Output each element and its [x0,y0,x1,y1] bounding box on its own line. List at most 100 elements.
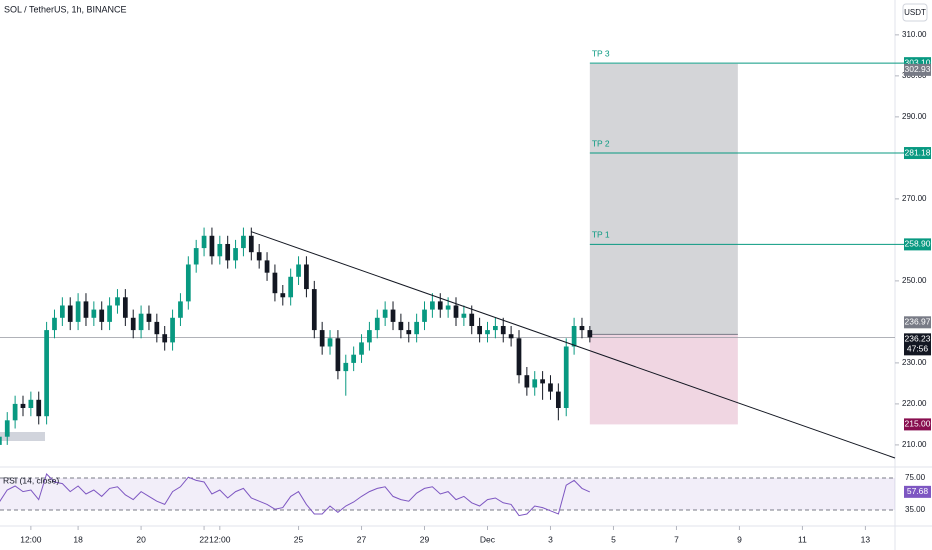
rsi-level-label: 75.00 [905,473,926,482]
candle-body [319,330,325,347]
candle-body [430,301,435,310]
last-price: 236.23 [905,334,931,344]
x-tick-label: Dec [480,534,496,544]
target-tag-bg [904,63,931,76]
x-tick-label: 12:00 [209,534,231,544]
candle-body [500,325,506,335]
y-tick-label: 220.00 [902,399,927,408]
target-price-tag: 258.90 [905,239,931,249]
volume-profile [0,432,45,441]
chart-title: SOL / TetherUS, 1h, BINANCE [4,4,127,14]
candle-body [162,334,168,343]
target-price-tag: 281.18 [905,147,931,157]
candle-body [264,260,270,273]
currency-box[interactable] [902,3,928,22]
candle-body [36,399,42,417]
candle-body [406,330,412,335]
candle-body [540,379,545,384]
candle-body [422,309,427,322]
candle-body [75,301,81,322]
candle-body [398,321,404,331]
candle-body [225,243,231,261]
x-tick-label: 5 [611,534,616,544]
x-tick-label: 13 [861,534,871,544]
y-tick-label: 210.00 [902,440,927,449]
candle-body [12,403,18,421]
x-tick-label: 29 [420,534,430,544]
candle-body [516,338,522,376]
candle-body [555,391,561,409]
entry-tag-bg [904,316,931,329]
candle-body [304,264,309,290]
candle-body [571,325,577,347]
candle-body [4,420,10,437]
candle-body [359,342,364,355]
candle-body [20,403,26,409]
x-tick-label: 20 [136,534,146,544]
candle-body [217,243,223,257]
target-price-tag: 303.10 [905,57,931,67]
candle-body [28,399,34,409]
x-tick-label: 7 [674,534,679,544]
y-tick-label: 230.00 [902,358,927,367]
candle-body [532,379,538,388]
candle-body [414,321,419,335]
candle-body [311,289,317,331]
candle-body [122,297,128,318]
candle-body [485,330,490,335]
candle-body [351,354,357,363]
candle-body [461,313,467,318]
x-tick-label: 11 [798,534,807,544]
y-tick-label: 310.00 [902,30,927,39]
rsi-level-label: 35.00 [905,505,926,514]
x-tick-label: 9 [737,534,742,544]
entry-tag: 236.97 [905,317,931,327]
candle-body [579,325,585,331]
candle-body [130,317,136,331]
x-tick-label: 27 [357,534,367,544]
candle-body [185,264,191,302]
target-name: TP 1 [592,230,610,240]
candle-body [524,375,530,388]
candle-body [241,235,246,249]
trendline [251,231,896,459]
candle-body [107,305,112,322]
target-price-tag-bg [904,238,931,251]
candle-body [477,325,482,335]
x-tick-label: 25 [294,534,304,544]
candle-body [233,248,238,261]
candle-body [115,297,120,306]
candle-body [138,313,144,331]
candle-body [209,235,215,257]
candle-body [437,301,443,310]
target-tag: 302.93 [905,64,931,74]
candle-body [256,252,262,261]
candle-body [52,317,57,331]
candle-body [83,301,89,318]
candle-body [146,313,152,322]
candle-body [445,305,451,310]
y-tick-label: 250.00 [902,276,927,285]
currency[interactable]: USDT [904,8,926,17]
rsi-value-bg [904,485,931,498]
candle-body [382,309,388,318]
candle-body [288,276,294,298]
stop-tag: 215.00 [905,419,931,429]
x-tick-label: 18 [73,534,83,544]
candle-body [201,235,207,249]
candle-body [548,383,553,392]
y-tick-label: 270.00 [902,194,927,203]
profit-zone [589,63,738,335]
candle-body [367,330,372,343]
last-price-bg [904,333,931,356]
candle-body [272,272,278,294]
candle-body [469,313,475,326]
candle-body [327,338,333,347]
x-tick-label: 12:00 [20,534,42,544]
y-tick-label: 290.00 [902,112,927,121]
candle-body [343,362,349,372]
candle-body [453,305,459,318]
candle-body [99,309,105,322]
